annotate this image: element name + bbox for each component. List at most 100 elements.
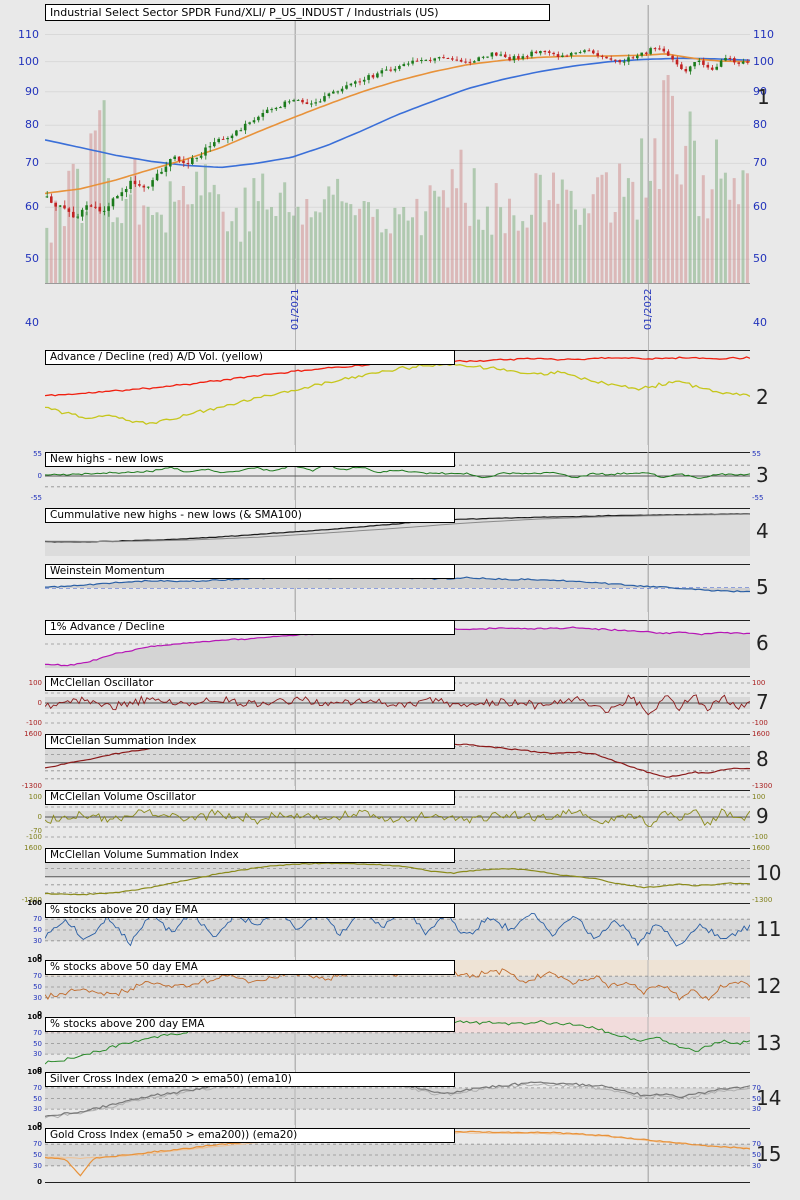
- axis-tick: 0: [37, 1066, 42, 1074]
- axis-tick: -1300: [752, 896, 773, 904]
- axis-tick: 30: [33, 1105, 42, 1114]
- price-axis-tick-right: 90: [753, 84, 767, 98]
- price-axis-tick-right: 60: [753, 200, 767, 214]
- panel-number: 7: [756, 690, 769, 714]
- axis-tick: 0: [37, 1010, 42, 1018]
- indicator-panel-canvas: [45, 848, 750, 900]
- axis-tick: -100: [26, 719, 42, 727]
- panel-title-8: McClellan Summation Index: [45, 734, 455, 749]
- axis-tick: 0: [37, 1121, 42, 1129]
- axis-tick: 70: [752, 1140, 761, 1149]
- axis-tick: 30: [752, 1161, 761, 1170]
- panel-number: 15: [756, 1142, 782, 1166]
- axis-tick: 55: [33, 450, 42, 458]
- axis-tick: 50: [33, 1039, 42, 1048]
- x-axis-date-2022: 01/2022: [643, 288, 654, 330]
- axis-tick: 50: [752, 1151, 761, 1159]
- axis-tick: -70: [30, 827, 42, 835]
- axis-tick: 0: [37, 699, 42, 707]
- axis-tick: 70: [33, 972, 42, 981]
- axis-tick: 70: [752, 1083, 761, 1092]
- axis-tick: 30: [752, 1105, 761, 1114]
- indicator-panel-canvas: [45, 790, 750, 844]
- panel-number: 12: [756, 974, 782, 998]
- axis-tick: 55: [752, 450, 761, 458]
- panel-number: 1: [757, 85, 770, 109]
- panel-title-12: % stocks above 50 day EMA: [45, 960, 455, 975]
- panel-number: 3: [756, 463, 769, 487]
- axis-tick: 30: [33, 936, 42, 945]
- axis-tick: 100: [27, 1124, 42, 1132]
- price-axis-tick-right: 80: [753, 118, 767, 132]
- panel-number: 11: [756, 917, 782, 941]
- panel-number: 5: [756, 575, 769, 599]
- price-axis-tick-right: 70: [753, 156, 767, 170]
- panel-number: 9: [756, 804, 769, 828]
- indicator-panel-canvas: [45, 1072, 750, 1125]
- axis-tick: -1300: [21, 782, 42, 790]
- axis-tick: -100: [26, 833, 42, 841]
- axis-tick: 1600: [24, 730, 42, 738]
- price-axis-tick-left: 50: [25, 252, 39, 266]
- axis-tick: 70: [33, 915, 42, 924]
- price-chart: [45, 5, 750, 283]
- panel-title-9: McClellan Volume Oscillator: [45, 790, 455, 805]
- panel-title-7: McClellan Oscillator: [45, 676, 455, 691]
- axis-tick: 0: [37, 813, 42, 821]
- axis-tick: -55: [752, 494, 764, 502]
- indicator-panel-4: [45, 508, 750, 556]
- axis-tick: -100: [752, 833, 768, 841]
- panel-number: 14: [756, 1085, 782, 1110]
- indicator-panel-canvas: [45, 508, 750, 556]
- price-axis-tick-right: 100: [753, 54, 774, 68]
- panel-title-14: Silver Cross Index (ema20 > ema50) (ema1…: [45, 1072, 455, 1087]
- axis-tick: 30: [33, 1050, 42, 1059]
- chart-bottom-border: [45, 1182, 750, 1183]
- panel-title-15: Gold Cross Index (ema50 > ema200)) (ema2…: [45, 1128, 455, 1143]
- axis-tick: 100: [28, 679, 42, 687]
- panel-title-5: Weinstein Momentum: [45, 564, 455, 579]
- axis-tick: 70: [33, 1140, 42, 1149]
- axis-tick: -1300: [21, 896, 42, 904]
- axis-tick: 70: [33, 1083, 42, 1092]
- price-axis-tick-right: 40: [753, 315, 767, 329]
- axis-tick: 50: [33, 983, 42, 991]
- axis-tick: 100: [27, 956, 42, 964]
- axis-tick: -1300: [752, 782, 773, 790]
- price-axis-tick-right: 50: [753, 252, 767, 266]
- panel-number: 13: [756, 1030, 782, 1055]
- panel-title-3: New highs - new lows: [45, 452, 455, 467]
- panel-number: 8: [756, 747, 769, 771]
- x-axis-line: [45, 283, 750, 284]
- panel-number: 6: [756, 631, 769, 655]
- axis-tick: 0: [37, 1178, 42, 1186]
- price-chart-canvas: [45, 5, 750, 283]
- axis-tick: 70: [33, 1028, 42, 1037]
- panel-title-6: 1% Advance / Decline: [45, 620, 455, 635]
- axis-tick: 30: [33, 993, 42, 1002]
- axis-tick: 100: [27, 899, 42, 907]
- axis-tick: 0: [37, 953, 42, 961]
- price-axis-tick-left: 70: [25, 156, 39, 170]
- axis-tick: 100: [28, 793, 42, 801]
- chart-title: Industrial Select Sector SPDR Fund/XLI/ …: [45, 4, 550, 21]
- axis-tick: 50: [752, 1094, 761, 1103]
- axis-tick: 50: [33, 1094, 42, 1103]
- indicator-panel-10: [45, 848, 750, 900]
- axis-tick: 100: [752, 793, 766, 801]
- axis-tick: 0: [37, 472, 42, 480]
- price-axis-tick-left: 40: [25, 315, 39, 329]
- panel-title-13: % stocks above 200 day EMA: [45, 1017, 455, 1032]
- axis-tick: 1600: [752, 730, 770, 738]
- panel-number: 4: [756, 519, 769, 543]
- panel-title-11: % stocks above 20 day EMA: [45, 903, 455, 918]
- price-axis-tick-left: 90: [25, 84, 39, 98]
- panel-number: 10: [756, 861, 782, 885]
- price-axis-tick-left: 60: [25, 200, 39, 214]
- price-axis-tick-left: 100: [18, 54, 39, 68]
- x-axis-date-2021: 01/2021: [290, 288, 301, 330]
- panel-title-2: Advance / Decline (red) A/D Vol. (yellow…: [45, 350, 455, 365]
- panel-number: 2: [756, 384, 769, 409]
